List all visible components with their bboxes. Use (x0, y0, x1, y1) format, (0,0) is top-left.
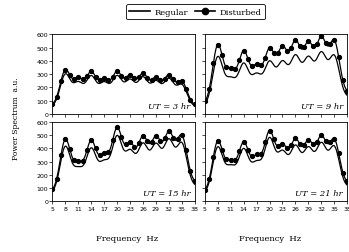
Text: Power Spectrum  a.u.: Power Spectrum a.u. (12, 77, 20, 160)
Text: UT = 21 hr: UT = 21 hr (295, 190, 343, 198)
Text: Frequency  Hz: Frequency Hz (239, 234, 302, 242)
Text: UT = 3 hr: UT = 3 hr (148, 103, 191, 111)
Text: UT = 9 hr: UT = 9 hr (301, 103, 343, 111)
Legend: Regular, Disturbed: Regular, Disturbed (126, 5, 265, 20)
Text: UT = 15 hr: UT = 15 hr (143, 190, 191, 198)
Text: Frequency  Hz: Frequency Hz (96, 234, 158, 242)
